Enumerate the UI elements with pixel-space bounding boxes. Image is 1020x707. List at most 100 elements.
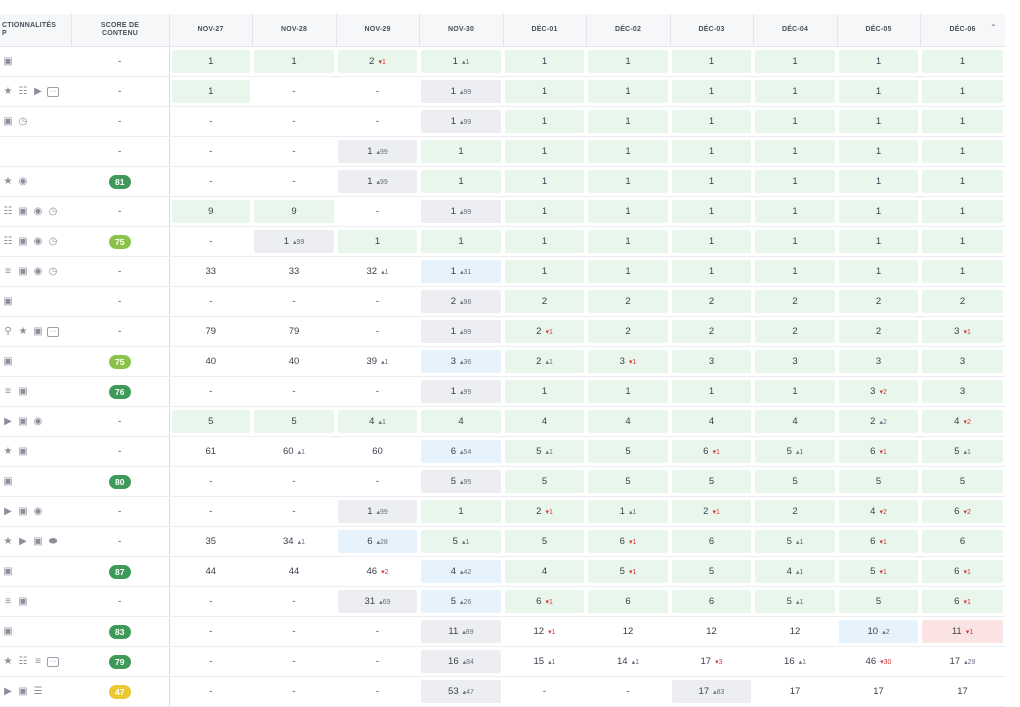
rank-cell[interactable]: 5: [837, 586, 920, 617]
rank-cell[interactable]: 1: [753, 106, 837, 137]
rank-cell[interactable]: -: [169, 496, 252, 527]
rank-cell[interactable]: 1: [837, 256, 920, 287]
rank-cell[interactable]: 2 ▾1: [336, 46, 419, 77]
rank-cell[interactable]: 6 ▴54: [419, 436, 503, 467]
rank-cell[interactable]: 1: [753, 136, 837, 167]
rank-cell[interactable]: 3: [920, 346, 1005, 377]
more-icon[interactable]: ···: [47, 86, 59, 97]
rank-cell[interactable]: 1: [920, 106, 1005, 137]
rank-cell[interactable]: 5: [753, 466, 837, 497]
rank-cell[interactable]: 17 ▾3: [670, 646, 753, 677]
rank-cell[interactable]: 1: [920, 76, 1005, 107]
rank-cell[interactable]: 11 ▾1: [920, 616, 1005, 647]
rank-cell[interactable]: 1 ▴99: [336, 166, 419, 197]
rank-cell[interactable]: -: [169, 136, 252, 167]
scrollbar-track[interactable]: [1005, 0, 1020, 680]
table-row[interactable]: ▶ ▣ ◉ -5 5 4 ▴1 4 4 4 4 4 2 ▴2 4 ▾2: [0, 406, 1005, 437]
rank-cell[interactable]: -: [586, 676, 670, 707]
rank-cell[interactable]: 6 ▾1: [837, 436, 920, 467]
rank-cell[interactable]: 33: [252, 256, 336, 287]
rank-cell[interactable]: 1: [920, 166, 1005, 197]
table-row[interactable]: ▣ -1 1 2 ▾1 1 ▴1 1 1 1 1 1 1: [0, 46, 1005, 77]
score-badge[interactable]: 87: [108, 564, 131, 579]
rank-cell[interactable]: 2 ▴2: [837, 406, 920, 437]
table-row[interactable]: ☷ ▣ ◉ ◷ -9 9-1 ▴99 1 1 1 1 1 1: [0, 196, 1005, 227]
rank-cell[interactable]: -: [336, 466, 419, 497]
rank-cell[interactable]: 1 ▴99: [419, 316, 503, 347]
rank-cell[interactable]: 1: [586, 376, 670, 407]
rank-cell[interactable]: 5: [586, 436, 670, 467]
rank-cell[interactable]: 17 ▴83: [670, 676, 753, 707]
rank-cell[interactable]: 3 ▾2: [837, 376, 920, 407]
rank-cell[interactable]: -: [169, 106, 252, 137]
rank-cell[interactable]: 5 ▴1: [503, 436, 586, 467]
rank-cell[interactable]: 6 ▾1: [670, 436, 753, 467]
rank-cell[interactable]: 6: [670, 526, 753, 557]
rank-cell[interactable]: 5 ▴26: [419, 586, 503, 617]
rank-cell[interactable]: 4: [503, 406, 586, 437]
rank-cell[interactable]: 5: [252, 406, 336, 437]
rank-cell[interactable]: 1: [503, 46, 586, 77]
rank-cell[interactable]: 1: [503, 76, 586, 107]
rank-cell[interactable]: -: [252, 76, 336, 107]
rank-cell[interactable]: 6: [670, 586, 753, 617]
rank-cell[interactable]: 1: [503, 256, 586, 287]
rank-cell[interactable]: -: [169, 646, 252, 677]
rank-cell[interactable]: -: [252, 616, 336, 647]
chevron-up-icon[interactable]: ⌃: [990, 23, 997, 32]
rank-cell[interactable]: 6: [920, 526, 1005, 557]
rank-cell[interactable]: 1: [753, 376, 837, 407]
rank-cell[interactable]: 1: [670, 106, 753, 137]
rank-cell[interactable]: 5: [586, 466, 670, 497]
rank-cell[interactable]: 1: [670, 76, 753, 107]
rank-cell[interactable]: 1: [670, 196, 753, 227]
rank-cell[interactable]: 3: [837, 346, 920, 377]
rank-cell[interactable]: 1: [586, 136, 670, 167]
score-badge[interactable]: 81: [108, 174, 131, 189]
table-row[interactable]: ▣ 75 40 40 39 ▴1 3 ▴36 2 ▴1 3 ▾1 3 3 3 3: [0, 346, 1005, 377]
rank-cell[interactable]: 53 ▴47: [419, 676, 503, 707]
rank-cell[interactable]: 4 ▴1: [336, 406, 419, 437]
rank-cell[interactable]: 5 ▴1: [753, 526, 837, 557]
rank-cell[interactable]: 4 ▴42: [419, 556, 503, 587]
rank-cell[interactable]: 2: [670, 316, 753, 347]
rank-cell[interactable]: 33: [169, 256, 252, 287]
rank-cell[interactable]: 2 ▾1: [503, 496, 586, 527]
rank-cell[interactable]: 3: [670, 346, 753, 377]
rank-cell[interactable]: 4: [753, 406, 837, 437]
rank-cell[interactable]: 1: [586, 106, 670, 137]
rank-cell[interactable]: 2: [920, 286, 1005, 317]
rank-cell[interactable]: 16 ▴84: [419, 646, 503, 677]
rank-cell[interactable]: -: [336, 616, 419, 647]
rank-cell[interactable]: 40: [169, 346, 252, 377]
rank-cell[interactable]: -: [336, 286, 419, 317]
rank-cell[interactable]: -: [252, 646, 336, 677]
rank-cell[interactable]: 1: [753, 76, 837, 107]
table-row[interactable]: ≡ ▣ ◉ ◷ -33 33 32 ▴1 1 ▴31 1 1 1 1 1 1: [0, 256, 1005, 287]
rank-cell[interactable]: 1: [503, 226, 586, 257]
rank-cell[interactable]: -: [169, 466, 252, 497]
rank-cell[interactable]: 1: [837, 46, 920, 77]
rank-cell[interactable]: 3: [920, 376, 1005, 407]
table-row[interactable]: - - -1 ▴99 1 1 1 1 1 1 1: [0, 136, 1005, 167]
rank-cell[interactable]: 31 ▴69: [336, 586, 419, 617]
rank-cell[interactable]: 6 ▾1: [837, 526, 920, 557]
table-row[interactable]: ▣ 87 44 44 46 ▾2 4 ▴42 4 5 ▾1 5 4 ▴1 5 ▾1 6 ▾1: [0, 556, 1005, 587]
rank-cell[interactable]: 5 ▾1: [837, 556, 920, 587]
rank-cell[interactable]: 5: [670, 556, 753, 587]
rank-cell[interactable]: 1: [419, 226, 503, 257]
rank-cell[interactable]: 14 ▴1: [586, 646, 670, 677]
table-row[interactable]: ☷ ▣ ◉ ◷ 75-1 ▴99 1 1 1 1 1 1 1 1: [0, 226, 1005, 257]
score-header[interactable]: SCORE DE CONTENU: [71, 14, 170, 47]
rank-cell[interactable]: 12: [670, 616, 753, 647]
rank-cell[interactable]: 2 ▾1: [503, 316, 586, 347]
rank-cell[interactable]: 2 ▾1: [670, 496, 753, 527]
rank-cell[interactable]: 1: [753, 166, 837, 197]
rank-cell[interactable]: 17: [920, 676, 1005, 707]
rank-cell[interactable]: -: [336, 646, 419, 677]
rank-cell[interactable]: -: [169, 676, 252, 707]
rank-cell[interactable]: 5: [837, 466, 920, 497]
rank-cell[interactable]: 9: [169, 196, 252, 227]
rank-cell[interactable]: 1: [753, 256, 837, 287]
rank-cell[interactable]: 9: [252, 196, 336, 227]
